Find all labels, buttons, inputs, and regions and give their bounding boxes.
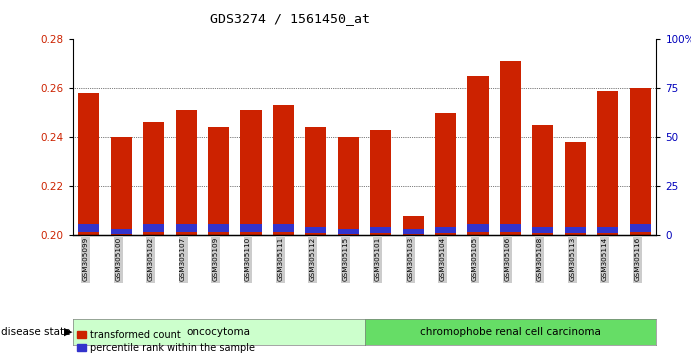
Bar [273,105,294,235]
Bar [78,93,100,235]
Bar [143,224,164,232]
Text: GSM305115: GSM305115 [342,237,348,281]
Text: GSM305106: GSM305106 [504,237,511,281]
Text: GSM305116: GSM305116 [634,237,641,281]
Bar [403,229,424,234]
Text: GSM305105: GSM305105 [472,237,478,281]
Bar [597,91,618,235]
Bar [532,125,553,235]
Text: GSM305103: GSM305103 [407,237,413,281]
Text: ▶: ▶ [64,327,72,337]
Text: disease state: disease state [1,327,70,337]
Text: GSM305101: GSM305101 [375,237,381,281]
Bar [176,224,197,232]
Bar [338,137,359,235]
Bar [111,137,132,235]
Text: GSM305108: GSM305108 [537,237,543,281]
Bar [111,229,132,234]
Text: GSM305111: GSM305111 [277,237,283,281]
Bar [565,227,586,233]
Text: GSM305107: GSM305107 [180,237,186,281]
Bar [500,224,521,232]
Text: GSM305102: GSM305102 [148,237,153,281]
Bar [78,224,100,232]
Bar [273,224,294,232]
Text: GSM305099: GSM305099 [83,237,88,281]
Legend: transformed count, percentile rank within the sample: transformed count, percentile rank withi… [77,330,255,353]
Bar [630,88,651,235]
Bar [240,110,261,235]
Bar [435,113,456,235]
Bar [305,227,326,233]
Bar [370,130,391,235]
Bar [630,224,651,232]
Bar [143,122,164,235]
Text: GSM305109: GSM305109 [213,237,218,281]
Bar [240,224,261,232]
Text: oncocytoma: oncocytoma [187,327,251,337]
Text: GSM305113: GSM305113 [569,237,576,281]
Bar [370,227,391,233]
Bar [435,227,456,233]
Text: chromophobe renal cell carcinoma: chromophobe renal cell carcinoma [420,327,601,337]
Text: GDS3274 / 1561450_at: GDS3274 / 1561450_at [210,12,370,25]
Bar [532,227,553,233]
Text: GSM305104: GSM305104 [439,237,446,281]
Bar [208,224,229,232]
Bar [500,61,521,235]
Bar [208,127,229,235]
Text: GSM305100: GSM305100 [115,237,121,281]
Bar [597,227,618,233]
Bar [468,76,489,235]
Bar [176,110,197,235]
Bar [338,229,359,234]
Text: GSM305110: GSM305110 [245,237,251,281]
Text: GSM305114: GSM305114 [602,237,608,281]
Bar [468,224,489,232]
Text: GSM305112: GSM305112 [310,237,316,281]
Bar [305,127,326,235]
Bar [403,216,424,235]
Bar [565,142,586,235]
